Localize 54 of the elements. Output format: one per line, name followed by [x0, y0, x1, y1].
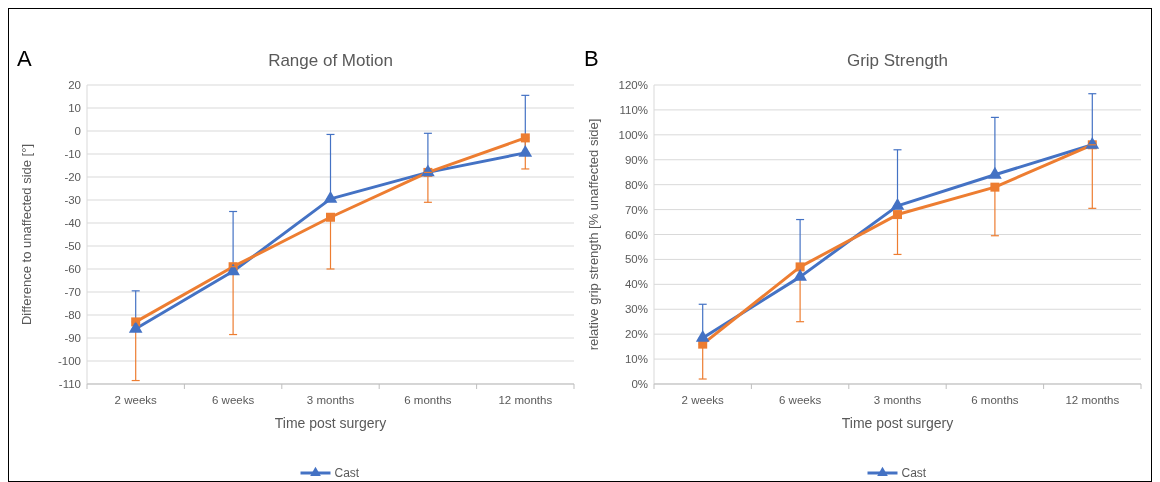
y-tick-label: 60%: [624, 228, 648, 241]
point: [128, 320, 143, 333]
legend-label: Cast: [334, 466, 360, 481]
y-tick-label: -30: [64, 194, 81, 207]
text: B: [584, 46, 599, 71]
y-tick-label: 40%: [624, 278, 648, 291]
x-tick-label: 2 weeks: [114, 394, 158, 406]
y-tick-label: 0: [74, 125, 81, 138]
y-tick-label: 0%: [631, 378, 648, 391]
x-tick-label: 6 months: [971, 394, 1019, 406]
chart-title: Grip Strength: [846, 51, 949, 70]
y-tick-label: -60: [64, 263, 81, 276]
y-tick-label: 20%: [624, 328, 648, 341]
y-tick-label: 110%: [619, 103, 648, 116]
point: [990, 182, 1000, 192]
y-tick-label: 20: [68, 79, 81, 92]
y-tick-label: 10%: [624, 353, 648, 366]
text: A: [17, 46, 32, 71]
y-tick-label: 10: [68, 102, 81, 115]
y-tick-label: 50%: [624, 253, 648, 266]
x-axis-title: Time post surgery: [841, 415, 954, 431]
y-tick-label: 30%: [624, 303, 648, 316]
point: [893, 210, 902, 220]
y-tick-label: -50: [64, 240, 81, 253]
x-tick-label: 2 weeks: [681, 394, 725, 406]
point: [890, 197, 905, 210]
y-tick-label: -40: [64, 217, 81, 230]
y-axis-title: relative grip strength [% unaffected side]: [586, 118, 601, 351]
point: [988, 166, 1002, 179]
x-axis-title: Time post surgery: [274, 415, 387, 431]
x-tick-label: 6 months: [404, 394, 452, 406]
y-tick-label: 100%: [618, 128, 648, 141]
x-tick-label: 12 months: [498, 394, 553, 406]
y-tick-label: -10: [64, 148, 81, 161]
x-tick-label: 12 months: [1065, 394, 1120, 406]
x-tick-label: 3 months: [306, 394, 355, 406]
y-tick-label: 70%: [624, 203, 648, 216]
y-tick-label: -20: [64, 171, 81, 184]
y-tick-label: 90%: [624, 153, 648, 166]
y-tick-label: -100: [57, 355, 81, 368]
y-tick-label: 80%: [624, 178, 648, 191]
chart-title: Range of Motion: [268, 51, 393, 70]
x-tick-label: 6 weeks: [779, 394, 822, 406]
y-tick-label: -70: [64, 286, 81, 299]
point: [326, 212, 335, 222]
y-tick-label: -110: [58, 378, 81, 391]
x-tick-label: 6 weeks: [212, 394, 255, 406]
legend-label: Cast: [901, 466, 927, 481]
x-tick-label: 3 months: [873, 394, 922, 406]
point: [1085, 136, 1100, 149]
y-tick-label: -90: [64, 332, 81, 345]
y-tick-label: 120%: [618, 79, 648, 92]
y-tick-label: -80: [64, 309, 81, 322]
y-axis-title: Difference to unaffected side [°]: [19, 143, 34, 326]
